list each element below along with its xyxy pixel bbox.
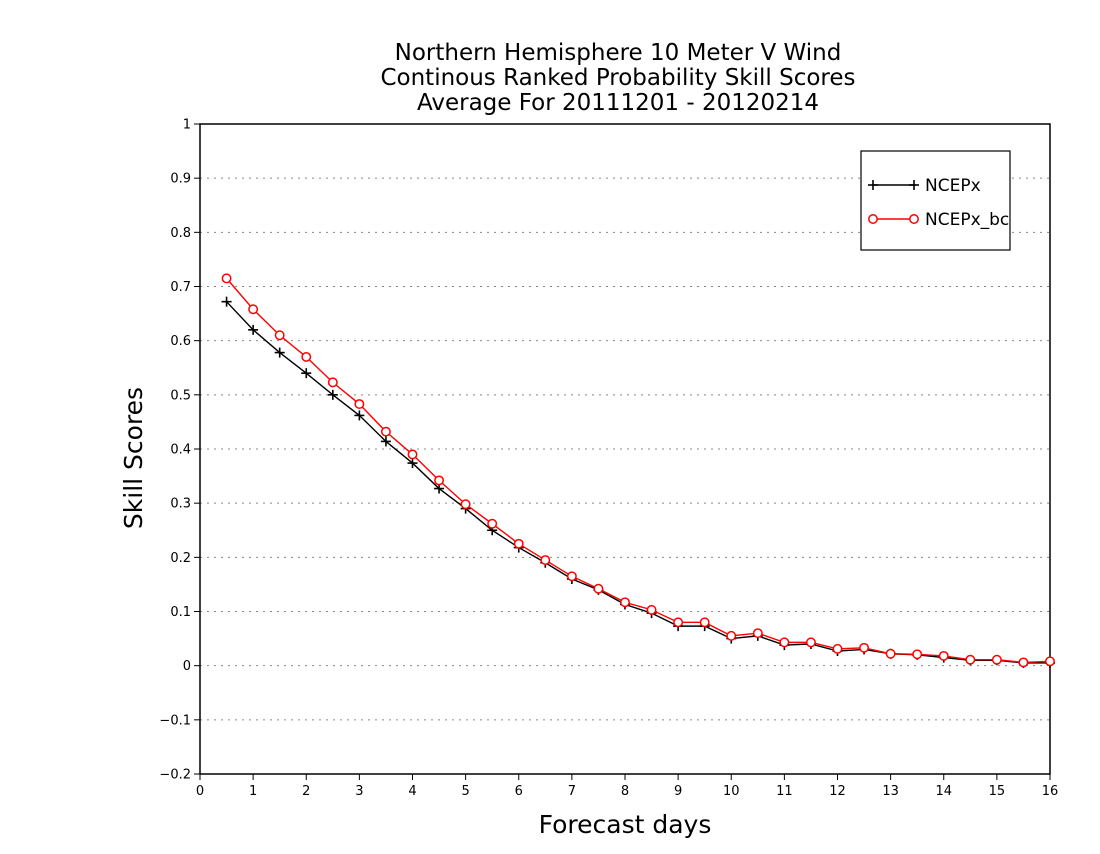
chart-title-line-1: Northern Hemisphere 10 Meter V Wind (395, 40, 842, 66)
y-tick-label: 1 (183, 118, 191, 133)
data-point (566, 571, 577, 582)
y-tick-label: 0.7 (170, 280, 191, 295)
data-point (248, 304, 259, 315)
x-tick-label: 1 (249, 784, 257, 799)
y-tick-label: 0.1 (170, 605, 191, 620)
data-point (434, 475, 445, 486)
data-point (938, 650, 949, 661)
chart-title: Northern Hemisphere 10 Meter V WindConti… (380, 40, 855, 116)
y-tick-label: −0.1 (159, 713, 191, 728)
data-point (354, 410, 365, 421)
data-point (912, 649, 923, 660)
x-tick-label: 6 (515, 784, 523, 799)
data-point (487, 518, 498, 529)
data-point (380, 426, 391, 437)
legend-marker-start (868, 214, 878, 224)
x-tick-label: 9 (674, 784, 682, 799)
data-point (407, 458, 418, 469)
x-tick-label: 12 (829, 784, 846, 799)
legend-box (860, 150, 1011, 251)
chart-title-line-3: Average For 20111201 - 20120214 (417, 90, 819, 116)
ticks: −0.2−0.100.10.20.30.40.50.60.70.80.910 1 2… (159, 118, 1058, 800)
y-tick-label: 0.8 (170, 226, 191, 241)
x-tick-label: 11 (776, 784, 793, 799)
x-tick-label: 8 (621, 784, 629, 799)
data-point (699, 617, 710, 628)
x-tick-label: 4 (408, 784, 416, 799)
x-tick-label: 0 (196, 784, 204, 799)
x-tick-label: 2 (302, 784, 310, 799)
legend: NCEPx NCEPx_bc (860, 150, 1011, 251)
legend-marker-end (909, 214, 919, 224)
data-point (540, 555, 551, 565)
data-point (859, 642, 870, 653)
y-tick-label: −0.2 (159, 768, 191, 783)
legend-marker-end (909, 180, 919, 190)
x-tick-label: 7 (568, 784, 576, 799)
data-point (354, 399, 365, 409)
y-tick-label: 0.9 (170, 172, 191, 187)
legend-label: NCEPx_bc (925, 210, 1009, 230)
data-point (620, 597, 630, 608)
y-tick-label: 0.6 (170, 334, 191, 349)
y-tick-label: 0 (183, 659, 191, 674)
data-point (1045, 656, 1055, 667)
data-point (274, 347, 285, 358)
x-tick-label: 14 (935, 784, 952, 799)
grid-lines (200, 177, 1050, 721)
y-tick-label: 0.3 (170, 497, 191, 512)
x-tick-label: 13 (882, 784, 899, 799)
data-point (779, 637, 790, 648)
legend-marker-start (868, 180, 878, 190)
x-tick-label: 16 (1042, 784, 1059, 799)
data-point (513, 538, 524, 549)
y-tick-label: 0.5 (170, 388, 191, 403)
data-point (460, 499, 471, 510)
data-point (380, 436, 391, 447)
data-point (593, 583, 604, 594)
data-point (646, 604, 657, 615)
chart-title-line-2: Continous Ranked Probability Skill Score… (380, 65, 855, 91)
data-point (726, 630, 737, 641)
series-group (221, 273, 1055, 668)
data-point (327, 377, 338, 388)
legend-item-ncepx-bc: NCEPx_bc (868, 210, 1009, 230)
axis-labels: Forecast days Skill Scores (119, 387, 711, 839)
series-line-ncepx-bc (226, 277, 1051, 664)
y-tick-label: 0.2 (170, 551, 191, 566)
legend-label: NCEPx (925, 176, 981, 196)
series-ncepx-bc (221, 273, 1055, 668)
data-point (805, 637, 816, 648)
y-tick-label: 0.4 (170, 443, 191, 458)
x-tick-label: 5 (461, 784, 469, 799)
x-axis-label: Forecast days (539, 810, 712, 839)
data-point (301, 351, 312, 362)
series-ncepx (221, 296, 1055, 668)
data-point (327, 389, 338, 400)
data-point (673, 617, 684, 628)
legend-item-ncepx: NCEPx (868, 176, 981, 196)
data-point (832, 643, 843, 654)
data-point (1018, 657, 1029, 668)
data-point (248, 324, 259, 335)
data-point (885, 648, 896, 659)
data-point (965, 654, 976, 665)
x-tick-label: 15 (989, 784, 1006, 799)
data-point (221, 296, 232, 307)
x-tick-label: 3 (355, 784, 363, 799)
series-line-ncepx (226, 301, 1050, 664)
data-point (991, 654, 1002, 665)
data-point (301, 368, 312, 379)
data-point (274, 330, 285, 341)
y-axis-label: Skill Scores (119, 387, 148, 529)
data-point (221, 273, 232, 284)
data-point (752, 628, 763, 639)
x-tick-label: 10 (723, 784, 740, 799)
data-point (407, 449, 418, 460)
